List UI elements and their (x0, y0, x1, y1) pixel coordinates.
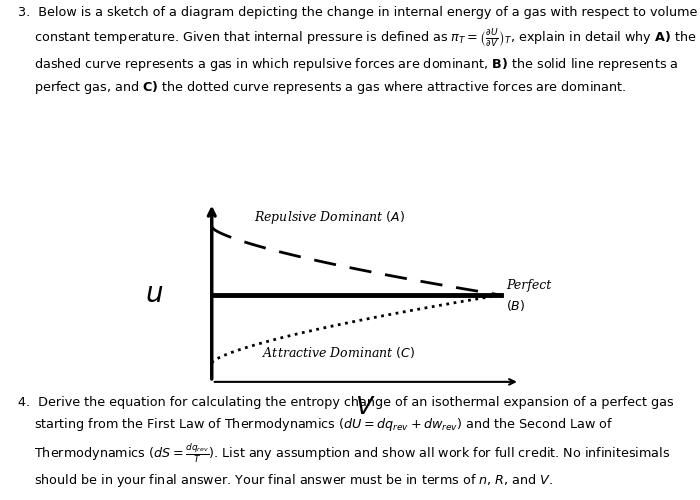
Text: Attractive Dominant $(C)$: Attractive Dominant $(C)$ (262, 344, 415, 360)
Text: Repulsive Dominant $(A)$: Repulsive Dominant $(A)$ (254, 209, 405, 226)
Text: $V$: $V$ (356, 396, 376, 419)
Text: $u$: $u$ (145, 282, 163, 308)
Text: Perfect: Perfect (506, 279, 552, 292)
Text: $(B)$: $(B)$ (506, 298, 526, 314)
Text: 3.  Below is a sketch of a diagram depicting the change in internal energy of a : 3. Below is a sketch of a diagram depict… (18, 6, 700, 96)
Text: 4.  Derive the equation for calculating the entropy change of an isothermal expa: 4. Derive the equation for calculating t… (18, 396, 673, 489)
